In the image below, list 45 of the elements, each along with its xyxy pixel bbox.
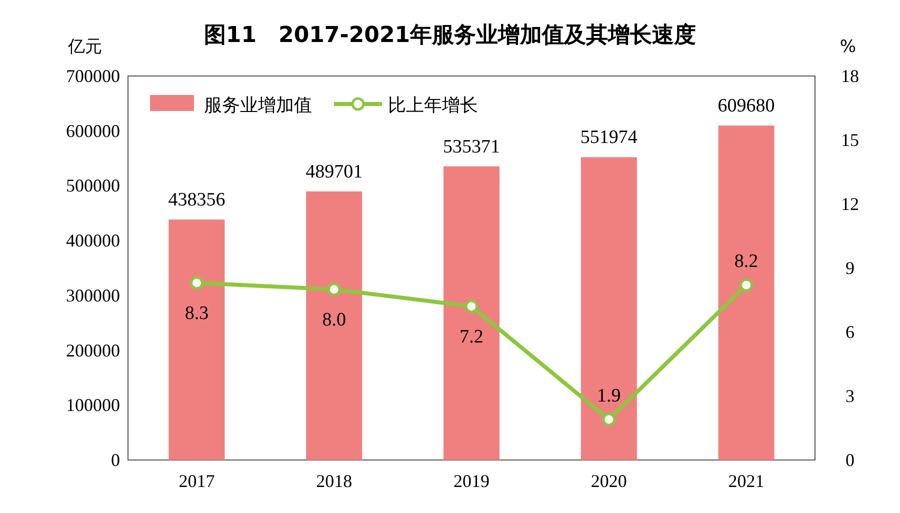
- data-label: 1.9: [597, 385, 621, 406]
- x-tick-label: 2021: [728, 471, 764, 491]
- data-label: 8.0: [322, 309, 346, 330]
- data-label: 8.2: [734, 251, 758, 272]
- data-label: 8.3: [184, 302, 209, 324]
- y-tick-label: 200000: [66, 340, 120, 360]
- data-label: 551974: [580, 127, 638, 148]
- data-label: 609680: [718, 96, 775, 117]
- data-label: 438356: [168, 190, 226, 211]
- point: [602, 412, 616, 426]
- y2-tick-label: 0: [846, 450, 854, 470]
- point: [740, 278, 754, 292]
- data-label: 489701: [306, 161, 363, 182]
- bar: [168, 220, 225, 460]
- x-tick-label: 2018: [316, 471, 352, 491]
- x-tick-label: 2017: [178, 471, 215, 491]
- point: [327, 282, 341, 296]
- point: [190, 276, 204, 290]
- y2-tick-label: 9: [846, 258, 854, 278]
- x-tick-label: 2019: [454, 471, 490, 491]
- y-tick-label: 100000: [66, 395, 120, 416]
- y2-axis-title: %: [840, 37, 856, 57]
- legend-label: 比上年增长: [388, 95, 478, 116]
- x-tick-label: 2020: [590, 471, 627, 491]
- y2-tick-label: 12: [841, 194, 859, 214]
- bar: [306, 191, 362, 460]
- bar: [718, 126, 774, 460]
- y2-tick-label: 18: [841, 66, 859, 86]
- y2-tick-label: 3: [846, 386, 854, 406]
- y-axis-title: 亿元: [67, 37, 102, 57]
- chart-title: 图11 2017-2021年服务业增加值及其增长速度: [204, 22, 696, 48]
- y2-tick-label: 6: [846, 322, 854, 342]
- y2-tick-label: 15: [841, 130, 859, 150]
- y-tick-label: 400000: [66, 230, 120, 251]
- y-tick-label: 700000: [66, 66, 120, 86]
- y-tick-label: 500000: [66, 176, 120, 196]
- y-tick-label: 300000: [66, 285, 120, 306]
- y-tick-label: 600000: [66, 120, 120, 141]
- point: [464, 300, 478, 314]
- bar: [444, 166, 500, 460]
- legend-label: 服务业增加值: [204, 95, 312, 116]
- bar: [580, 157, 637, 460]
- data-label: 535371: [443, 136, 500, 158]
- y-tick-label: 0: [111, 450, 120, 470]
- data-label: 7.2: [460, 326, 484, 348]
